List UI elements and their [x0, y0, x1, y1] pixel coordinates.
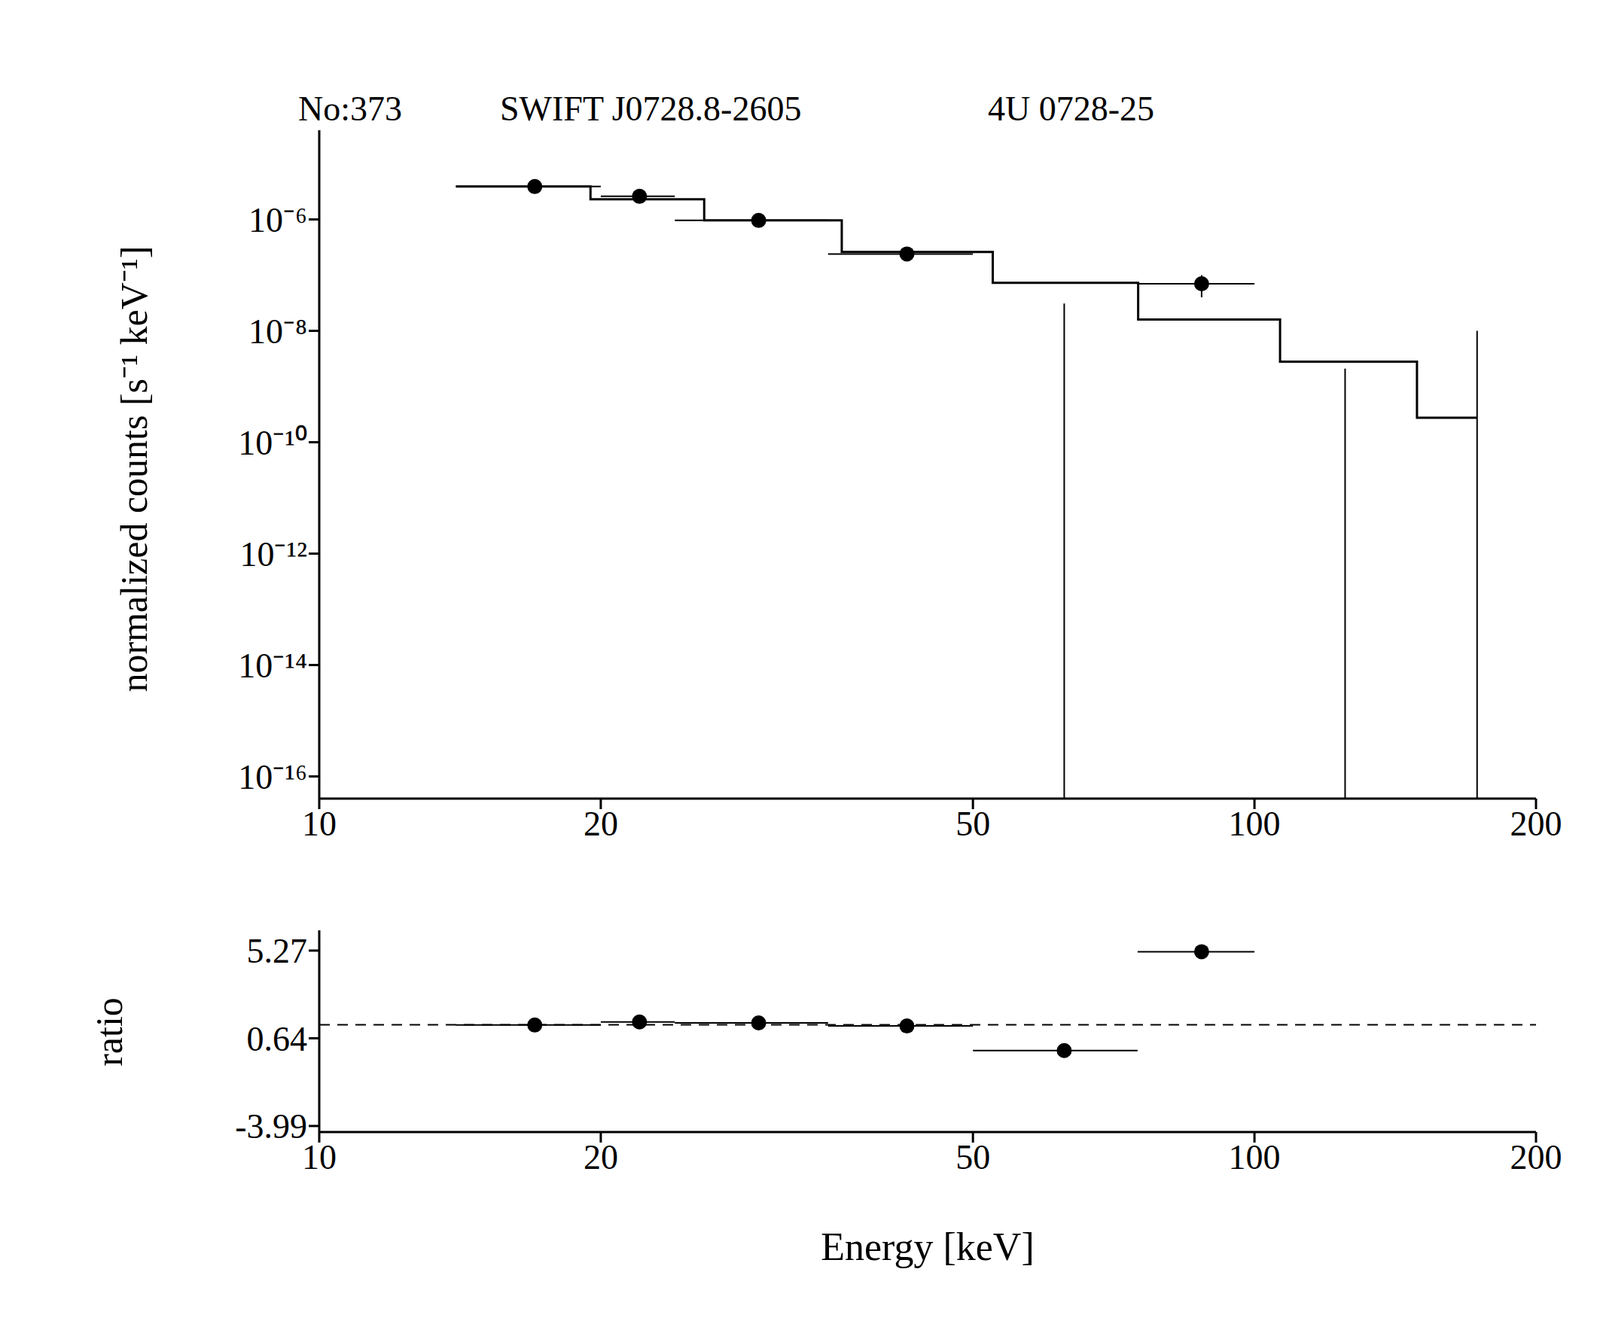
html-text:No:373: No:373 [298, 89, 403, 128]
svg-text:10⁻¹⁶: 10⁻¹⁶ [237, 758, 308, 797]
svg-text:10⁻¹²: 10⁻¹² [239, 535, 308, 574]
html-text:normalized counts [s⁻¹ keV⁻¹]: normalized counts [s⁻¹ keV⁻¹] [112, 245, 156, 693]
svg-text:10⁻¹⁴: 10⁻¹⁴ [237, 646, 308, 686]
svg-text:10⁻⁶: 10⁻⁶ [248, 201, 308, 240]
svg-text:5.27: 5.27 [246, 932, 308, 971]
svg-text:10⁻¹⁰: 10⁻¹⁰ [237, 423, 308, 463]
svg-text:20: 20 [583, 804, 619, 844]
svg-text:-3.99: -3.99 [234, 1107, 308, 1146]
svg-text:100: 100 [1228, 1138, 1281, 1177]
svg-text:50: 50 [955, 804, 991, 844]
svg-text:0.64: 0.64 [246, 1020, 308, 1059]
svg-text:10: 10 [301, 804, 337, 844]
svg-text:10: 10 [301, 1138, 337, 1177]
html-text:SWIFT J0728.8-2605: SWIFT J0728.8-2605 [499, 89, 802, 128]
svg-text:20: 20 [583, 1138, 619, 1177]
svg-text:100: 100 [1228, 804, 1281, 844]
svg-text:200: 200 [1510, 804, 1563, 844]
svg-text:50: 50 [955, 1138, 991, 1177]
html-text:ratio: ratio [88, 997, 131, 1067]
svg-text:200: 200 [1510, 1138, 1563, 1177]
html-text:Energy [keV]: Energy [keV] [820, 1225, 1035, 1269]
html-text:4U 0728-25: 4U 0728-25 [987, 89, 1155, 128]
svg-text:10⁻⁸: 10⁻⁸ [248, 312, 308, 351]
